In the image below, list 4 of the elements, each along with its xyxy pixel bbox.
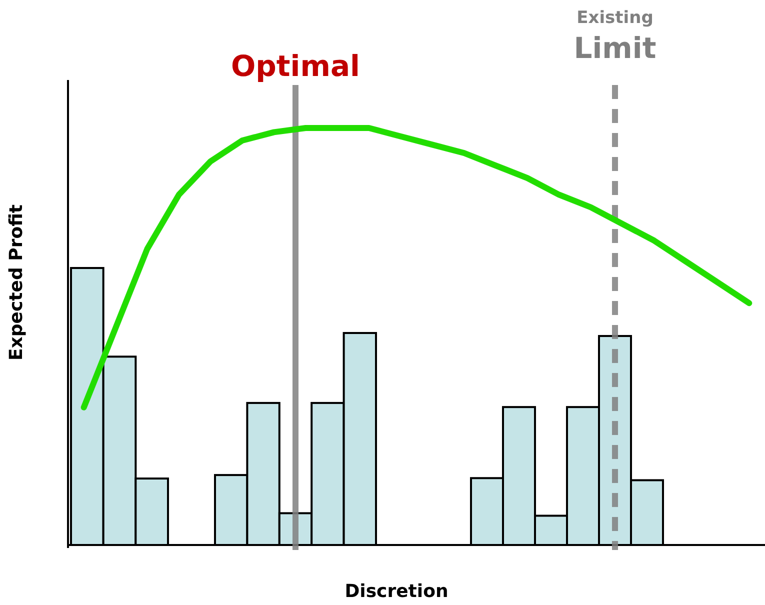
text: Optimal [231,49,360,83]
text: Existing Limit [574,8,656,65]
y-axis-title: Expected Profit [6,204,27,361]
x-axis-title: Discretion [344,581,448,602]
